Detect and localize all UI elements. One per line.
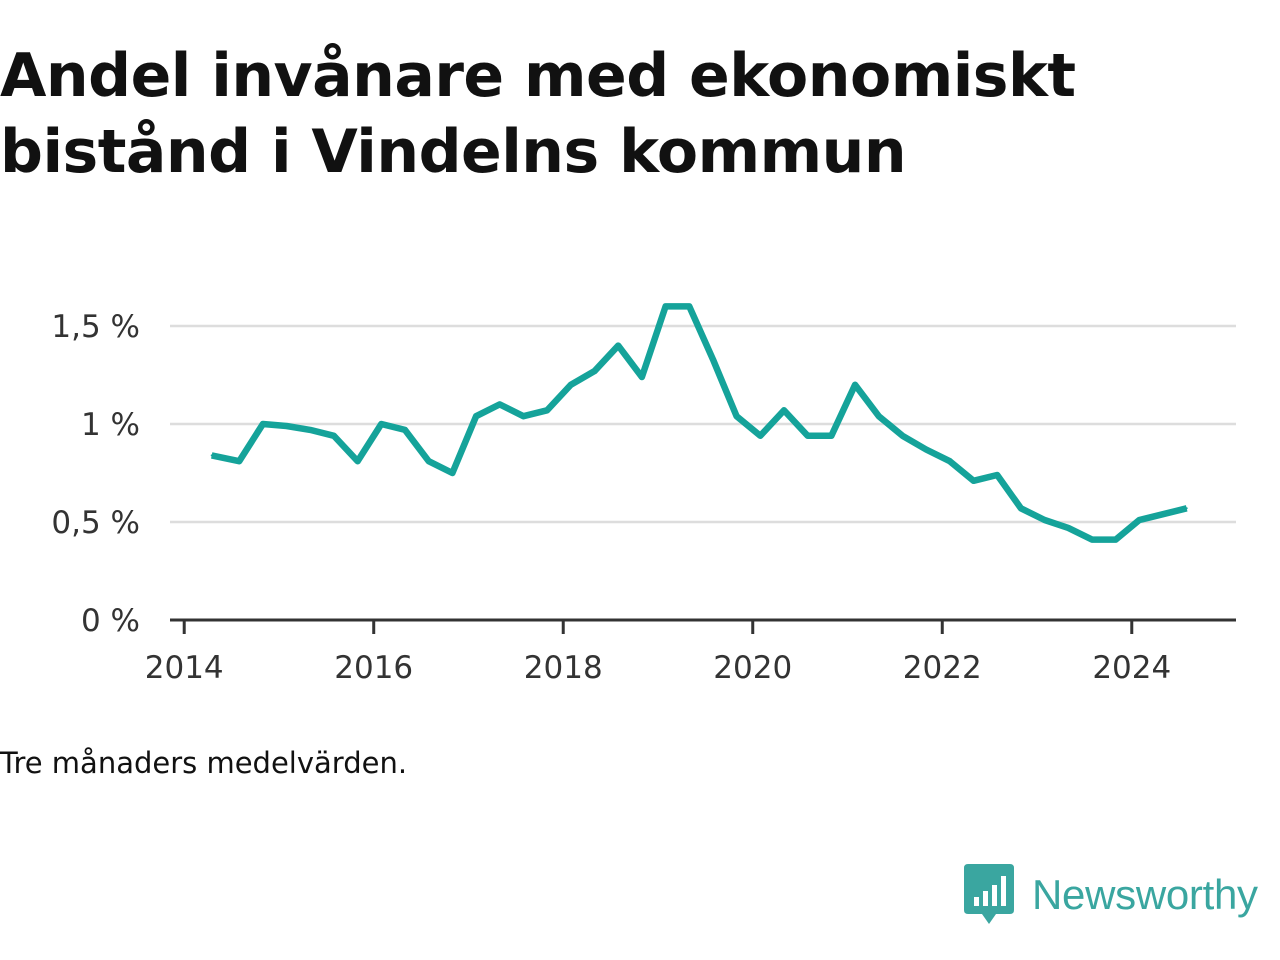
brand-logo: Newsworthy bbox=[964, 862, 1258, 928]
data-point bbox=[498, 403, 501, 406]
data-point bbox=[901, 434, 904, 437]
data-point bbox=[925, 448, 928, 451]
data-point bbox=[427, 460, 430, 463]
chart-title: Andel invånare med ekonomiskt bistånd i … bbox=[0, 41, 1076, 187]
data-point bbox=[759, 434, 762, 437]
data-point bbox=[522, 415, 525, 418]
y-axis-labels: 0 % 0,5 % 1 % 1,5 % bbox=[51, 309, 140, 639]
x-tick-label: 2024 bbox=[1092, 650, 1171, 686]
x-tick-label: 2018 bbox=[524, 650, 603, 686]
data-point bbox=[664, 305, 667, 308]
data-point bbox=[285, 425, 288, 427]
data-point bbox=[1138, 519, 1141, 521]
data-point bbox=[617, 344, 620, 347]
data-point bbox=[948, 460, 951, 463]
data-point bbox=[546, 409, 549, 412]
data-point bbox=[711, 358, 714, 361]
data-point bbox=[569, 383, 572, 386]
data-point bbox=[783, 409, 785, 412]
data-point bbox=[261, 423, 264, 425]
x-tick-label: 2016 bbox=[334, 650, 413, 686]
data-point bbox=[640, 376, 643, 378]
x-tick-label: 2022 bbox=[903, 650, 982, 686]
data-point bbox=[1091, 538, 1093, 541]
data-point bbox=[475, 415, 478, 418]
data-point bbox=[332, 434, 335, 437]
data-point bbox=[356, 460, 359, 463]
data-point bbox=[593, 370, 596, 373]
data-point bbox=[309, 428, 312, 431]
x-tick-label: 2020 bbox=[713, 650, 792, 686]
data-point bbox=[996, 474, 999, 476]
y-tick-label: 1,5 % bbox=[51, 309, 140, 345]
data-point bbox=[451, 472, 454, 474]
data-point bbox=[972, 479, 975, 482]
data-point bbox=[735, 415, 738, 418]
series-line bbox=[211, 303, 1188, 543]
data-point bbox=[1043, 519, 1046, 521]
y-tick-label: 0 % bbox=[81, 603, 140, 639]
data-point bbox=[404, 428, 406, 431]
x-tick-label: 2014 bbox=[145, 650, 224, 686]
data-point bbox=[830, 434, 833, 437]
data-point bbox=[1019, 507, 1022, 510]
data-point bbox=[877, 415, 880, 418]
x-axis bbox=[170, 618, 1236, 634]
data-point bbox=[210, 454, 213, 457]
grid-lines bbox=[170, 324, 1236, 524]
chart-note: Tre månaders medelvärden. bbox=[0, 746, 408, 780]
series-layer bbox=[210, 303, 1188, 543]
data-point bbox=[688, 305, 691, 308]
y-tick-label: 0,5 % bbox=[51, 505, 140, 541]
data-point bbox=[854, 383, 857, 386]
data-point bbox=[806, 434, 809, 437]
y-tick-label: 1 % bbox=[81, 407, 140, 443]
data-point bbox=[1185, 507, 1188, 510]
newsworthy-logo-icon bbox=[964, 864, 1014, 924]
data-point bbox=[1162, 513, 1164, 516]
data-point bbox=[380, 423, 383, 425]
brand-name: Newsworthy bbox=[1032, 871, 1258, 918]
x-axis-labels: 2014 2016 2018 2020 2022 2024 bbox=[145, 650, 1171, 686]
data-point bbox=[1114, 538, 1117, 541]
data-point bbox=[1067, 526, 1070, 529]
data-point bbox=[238, 460, 241, 463]
